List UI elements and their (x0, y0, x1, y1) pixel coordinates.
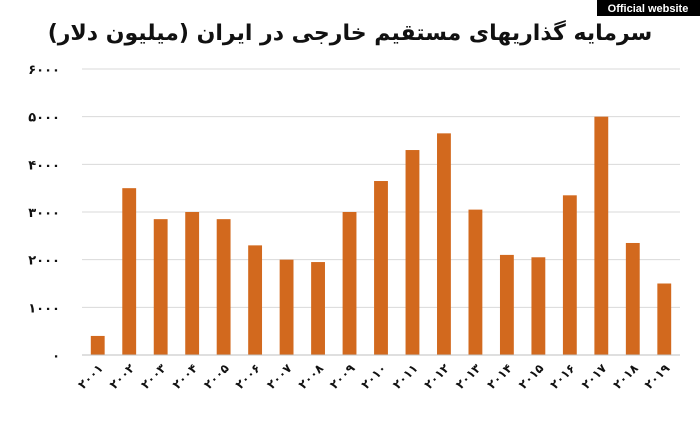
chart-title: سرمایه گذاریهای مستقیم خارجی در ایران (م… (48, 19, 653, 46)
bar-11 (405, 150, 420, 355)
bar-13 (468, 209, 483, 355)
bar-17 (594, 116, 609, 356)
y-tick-label: ۰ (52, 349, 60, 364)
bar-10 (374, 181, 388, 355)
y-tick-label: ۶۰۰۰ (28, 63, 60, 78)
bar-4 (185, 212, 200, 355)
bar-12 (437, 133, 451, 355)
bar-18 (625, 242, 640, 355)
bar-2 (122, 188, 137, 355)
y-tick-label: ۵۰۰۰ (28, 111, 60, 126)
y-tick-label: ۴۰۰۰ (28, 158, 60, 173)
bar-1 (90, 335, 105, 355)
y-tick-label: ۳۰۰۰ (28, 206, 60, 221)
y-axis-tick-labels: ۰ ۱۰۰۰ ۲۰۰۰ ۳۰۰۰ ۴۰۰۰ ۵۰۰۰ ۶۰۰۰ (28, 63, 60, 364)
bar-5 (216, 219, 231, 355)
bar-series (90, 116, 672, 356)
bar-9 (342, 212, 357, 355)
bar-3 (153, 219, 168, 355)
badge-background (597, 0, 700, 16)
official-website-badge: Official website (597, 0, 700, 16)
bar-6 (248, 245, 263, 355)
bar-7 (279, 259, 294, 355)
bar-16 (562, 195, 577, 355)
y-tick-label: ۱۰۰۰ (28, 301, 60, 316)
y-tick-label: ۲۰۰۰ (28, 254, 60, 269)
badge-label: Official website (608, 3, 689, 15)
bar-8 (311, 262, 325, 355)
bar-19 (657, 283, 672, 355)
bar-15 (531, 257, 546, 355)
bar-14 (499, 254, 514, 355)
